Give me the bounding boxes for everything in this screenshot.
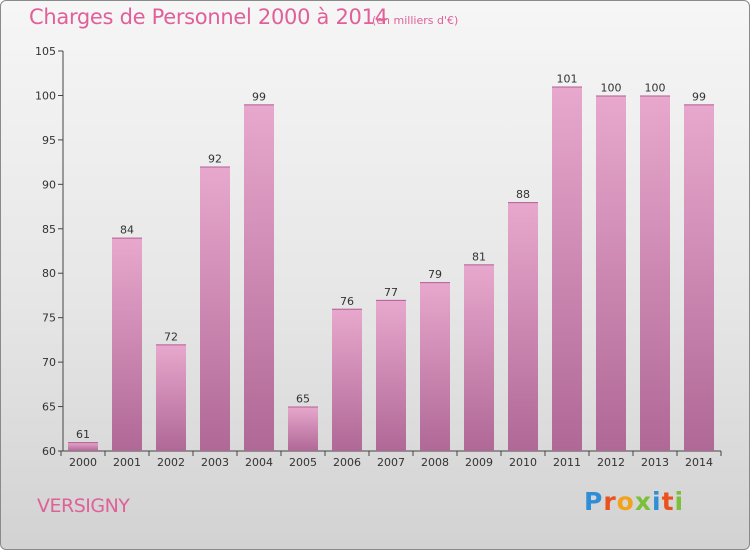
value-label-2005: 65 — [296, 393, 310, 406]
x-tick-label: 2009 — [465, 456, 493, 469]
y-tick-label: 70 — [42, 356, 56, 369]
value-label-2013: 100 — [645, 81, 666, 94]
x-tick-label: 2013 — [641, 456, 669, 469]
bar-2013 — [640, 95, 670, 451]
x-tick-label: 2004 — [245, 456, 273, 469]
x-tick-label: 2008 — [421, 456, 449, 469]
value-label-2007: 77 — [384, 286, 398, 299]
value-label-2011: 101 — [557, 73, 578, 86]
commune-name: VERSIGNY — [37, 495, 130, 517]
x-tick-label: 2002 — [157, 456, 185, 469]
x-tick-label: 2012 — [597, 456, 625, 469]
bar-2005 — [288, 406, 318, 451]
value-label-2009: 81 — [472, 250, 486, 263]
value-label-2012: 100 — [601, 81, 622, 94]
bar-2011 — [552, 86, 582, 452]
value-label-2014: 99 — [692, 90, 706, 103]
y-tick-label: 85 — [42, 223, 56, 236]
logo-letter: x — [634, 487, 652, 516]
chart-title: Charges de Personnel 2000 à 2014 — [29, 5, 388, 29]
proxiti-logo: Proxiti — [584, 487, 684, 516]
y-tick-label: 65 — [42, 401, 56, 414]
x-tick-label: 2001 — [113, 456, 141, 469]
chart-subtitle: (en milliers d'€) — [372, 14, 459, 27]
bar-2012 — [596, 95, 626, 451]
x-tick-label: 2000 — [69, 456, 97, 469]
logo-letter: i — [652, 487, 662, 516]
y-tick-label: 95 — [42, 134, 56, 147]
logo-letter: i — [674, 487, 685, 516]
x-tick-label: 2011 — [553, 456, 581, 469]
bar-2010 — [508, 202, 538, 451]
value-labels: 61 84 72 92 99 65 76 77 79 81 88 101 100 100 99 — [76, 73, 706, 442]
x-tick-label: 2006 — [333, 456, 361, 469]
bar-2006 — [332, 308, 362, 451]
value-label-2003: 92 — [208, 153, 222, 166]
x-tick-label: 2007 — [377, 456, 405, 469]
x-axis: 2000 2001 2002 2003 2004 2005 2006 2007 2008 2009… — [60, 450, 722, 469]
y-tick-label: 80 — [42, 267, 56, 280]
y-tick-label: 60 — [42, 445, 56, 458]
value-label-2000: 61 — [76, 428, 90, 441]
bar-2007 — [376, 299, 406, 451]
y-tick-label: 75 — [42, 312, 56, 325]
y-tick-label: 105 — [35, 45, 56, 58]
logo-letter: P — [584, 487, 604, 516]
y-axis: 60 65 70 75 80 85 90 95 100 105 — [35, 45, 64, 458]
value-label-2006: 76 — [340, 295, 354, 308]
value-label-2010: 88 — [516, 188, 530, 201]
bar-2014 — [684, 104, 714, 451]
bar-2000 — [68, 442, 98, 451]
logo-letter: t — [661, 487, 675, 516]
bars — [68, 86, 714, 452]
y-tick-label: 90 — [42, 178, 56, 191]
bar-2002 — [156, 344, 186, 451]
bar-2008 — [420, 282, 450, 451]
y-tick-label: 100 — [35, 89, 56, 102]
x-tick-label: 2003 — [201, 456, 229, 469]
bar-2004 — [244, 104, 274, 451]
value-label-2002: 72 — [164, 330, 178, 343]
value-label-2008: 79 — [428, 268, 442, 281]
value-label-2001: 84 — [120, 224, 134, 237]
x-tick-label: 2005 — [289, 456, 317, 469]
bar-2003 — [200, 166, 230, 452]
logo-letter: r — [603, 487, 617, 516]
value-label-2004: 99 — [252, 90, 266, 103]
bar-2009 — [464, 264, 494, 451]
x-tick-label: 2010 — [509, 456, 537, 469]
x-tick-label: 2014 — [685, 456, 713, 469]
bar-2001 — [112, 237, 142, 451]
logo-letter: o — [616, 487, 635, 516]
